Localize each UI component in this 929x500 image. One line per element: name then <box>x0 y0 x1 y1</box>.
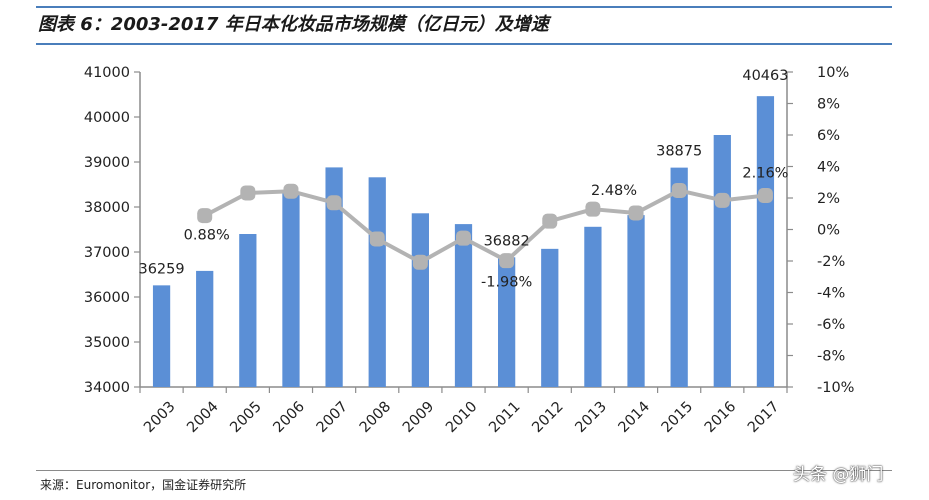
bar <box>498 257 516 387</box>
growth-marker <box>412 254 428 270</box>
market-size-chart: 34000 35000 36000 37000 38000 39000 40000 41000… <box>84 65 855 436</box>
growth-marker <box>714 192 730 208</box>
bar <box>541 248 559 387</box>
x-axis-tick-label: 2003 <box>141 399 178 436</box>
bar-data-label: 40463 <box>742 68 788 84</box>
x-axis-tick-label: 2005 <box>227 399 264 436</box>
x-axis-tick-label: 2009 <box>400 399 437 436</box>
left-axis-tick-label: 38000 <box>84 200 130 216</box>
figure-title: 图表 6：2003-2017 年日本化妆品市场规模（亿日元）及增速 <box>38 14 549 35</box>
growth-marker <box>628 205 644 221</box>
right-axis-tick-label: -2% <box>817 254 845 270</box>
right-axis-tick-label: -4% <box>817 286 845 302</box>
x-axis-tick-label: 2010 <box>443 399 480 436</box>
bar-data-label: 38875 <box>656 144 702 160</box>
bar <box>411 213 429 387</box>
x-axis-tick-label: 2007 <box>314 399 351 436</box>
top-rule <box>36 6 892 8</box>
bar <box>713 135 731 387</box>
x-axis-tick-label: 2013 <box>573 399 610 436</box>
left-axis-tick-label: 39000 <box>84 155 130 171</box>
watermark: 头条 @狮门 <box>793 465 884 485</box>
left-axis-tick-label: 35000 <box>84 335 130 351</box>
growth-data-label: 0.88% <box>184 228 230 244</box>
left-axis-tick-label: 40000 <box>84 110 130 126</box>
x-axis-tick-label: 2011 <box>486 399 523 436</box>
right-axis-tick-label: 2% <box>817 191 840 207</box>
growth-marker <box>240 185 256 201</box>
left-axis-tick-label: 41000 <box>84 65 130 81</box>
right-axis-tick-label: 6% <box>817 128 840 144</box>
bar <box>670 167 688 387</box>
bottom-rule <box>36 470 892 471</box>
growth-marker <box>456 230 471 246</box>
left-axis-tick-label: 34000 <box>84 380 130 396</box>
left-axis-tick-label: 37000 <box>84 245 130 261</box>
growth-data-label: -1.98% <box>481 275 532 291</box>
bar <box>627 215 645 387</box>
title-rule <box>36 43 892 45</box>
x-axis-tick-label: 2006 <box>271 399 308 436</box>
right-axis-tick-label: 8% <box>817 97 840 113</box>
bar <box>196 270 214 387</box>
growth-marker <box>197 208 213 224</box>
growth-marker <box>499 253 515 269</box>
bar <box>454 224 473 387</box>
x-axis-tick-label: 2017 <box>745 399 782 436</box>
bar <box>325 167 343 387</box>
x-axis-tick-label: 2012 <box>529 399 566 436</box>
growth-marker <box>585 201 601 217</box>
right-axis-tick-label: -8% <box>817 349 845 365</box>
right-axis-tick-label: 10% <box>817 65 849 81</box>
x-axis-tick-label: 2014 <box>616 399 653 436</box>
growth-marker <box>283 183 299 199</box>
right-axis-tick-label: -10% <box>817 380 854 396</box>
left-axis-tick-label: 36000 <box>84 290 130 306</box>
x-axis-tick-label: 2004 <box>184 399 221 436</box>
x-axis-tick-label: 2016 <box>702 399 739 436</box>
right-axis-tick-label: 4% <box>817 160 840 176</box>
growth-marker <box>369 231 385 247</box>
bar <box>239 234 257 387</box>
growth-marker <box>757 187 773 203</box>
bar <box>152 285 171 387</box>
source-note: 来源：Euromonitor，国金证券研究所 <box>40 478 247 492</box>
right-axis-tick-label: 0% <box>817 223 840 239</box>
bar <box>756 96 775 387</box>
growth-marker <box>542 213 558 229</box>
x-axis-tick-label: 2015 <box>659 399 696 436</box>
bar-data-label: 36259 <box>138 261 184 277</box>
x-axis-tick-label: 2008 <box>357 399 394 436</box>
bar <box>584 226 602 387</box>
growth-marker <box>326 195 342 211</box>
growth-data-label: 2.16% <box>742 165 788 181</box>
bar <box>368 177 386 387</box>
growth-data-label: 2.48% <box>591 183 637 199</box>
bar-data-label: 36882 <box>484 233 530 249</box>
right-axis-tick-label: -6% <box>817 317 845 333</box>
bar <box>282 193 300 387</box>
growth-marker <box>671 182 687 198</box>
